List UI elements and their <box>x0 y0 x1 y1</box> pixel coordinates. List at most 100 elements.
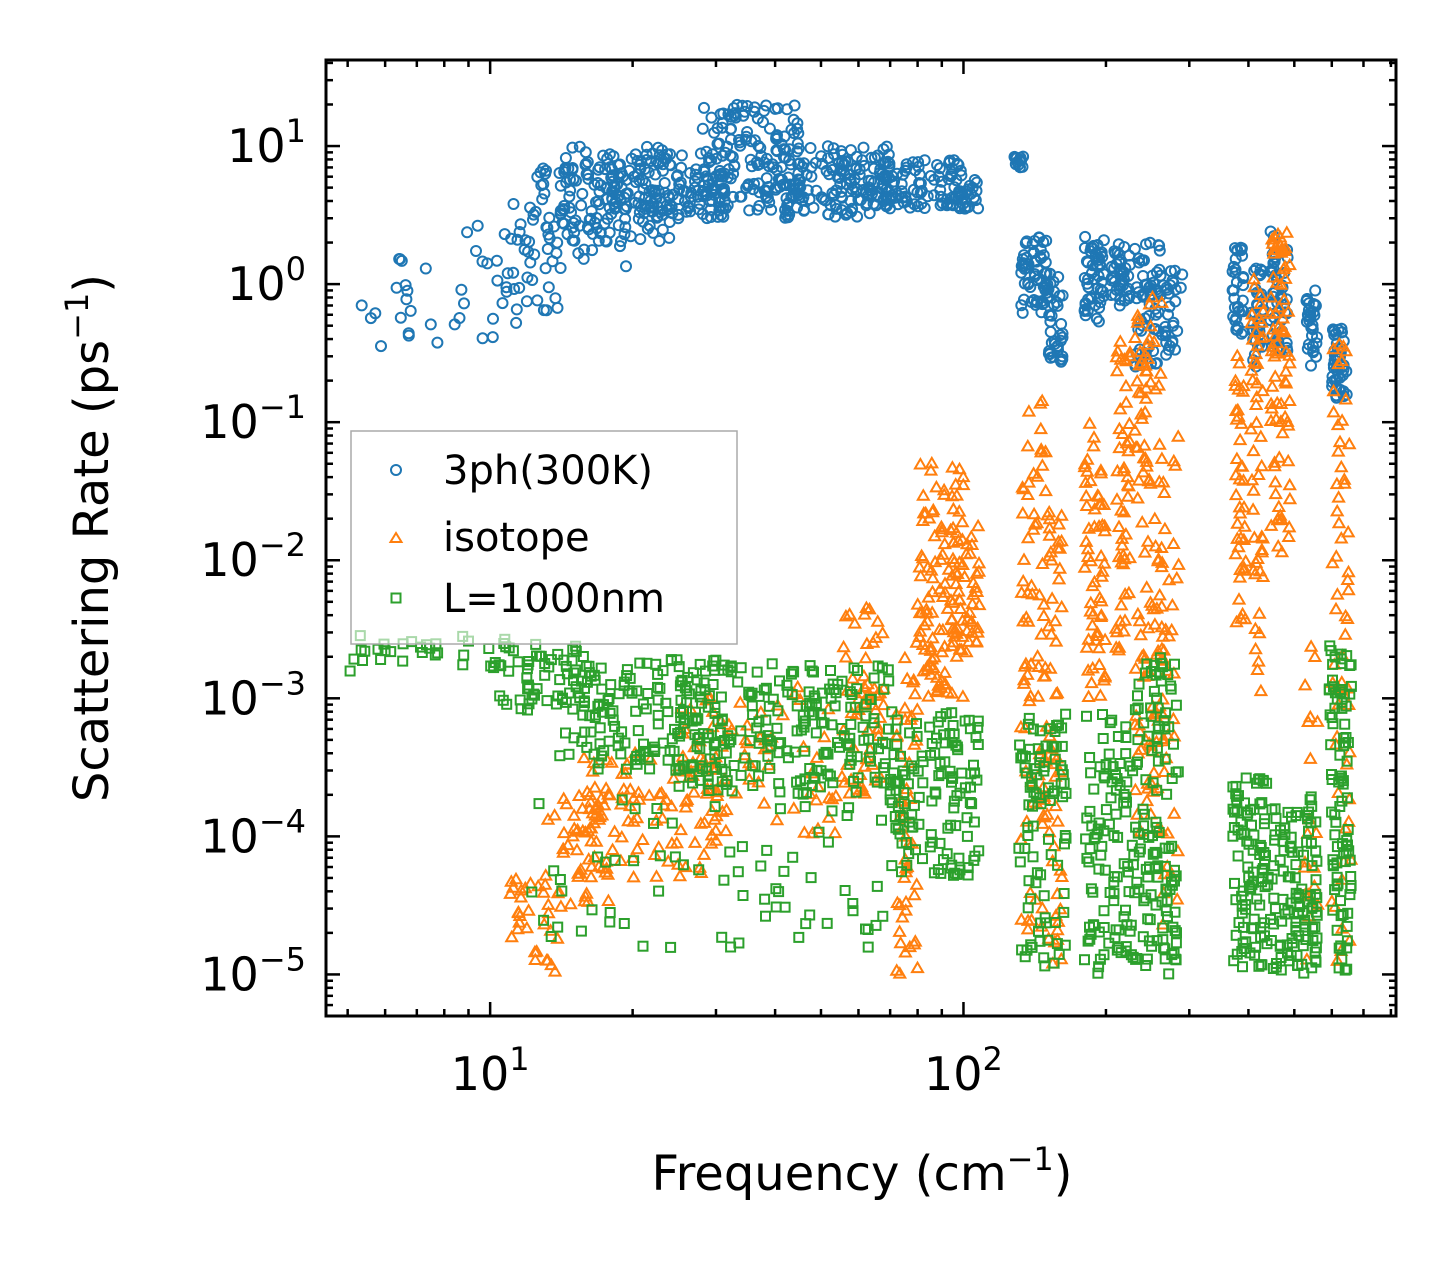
point-3ph <box>1044 325 1057 338</box>
point-l1000 <box>1243 881 1255 893</box>
point-isotope <box>655 811 670 824</box>
point-isotope <box>1138 381 1154 394</box>
point-l1000 <box>946 707 958 719</box>
point-3ph <box>728 159 741 172</box>
point-isotope <box>1024 578 1039 591</box>
point-l1000 <box>1232 850 1244 862</box>
point-isotope <box>1254 542 1270 555</box>
point-l1000 <box>787 665 799 677</box>
point-l1000 <box>616 726 628 738</box>
point-l1000 <box>677 760 689 772</box>
point-3ph <box>1310 350 1323 363</box>
point-l1000 <box>1141 658 1153 670</box>
point-isotope <box>1054 599 1069 613</box>
point-3ph <box>565 206 577 219</box>
point-3ph <box>523 235 536 248</box>
point-l1000 <box>1140 863 1152 875</box>
point-3ph <box>1153 263 1166 276</box>
point-l1000 <box>810 727 822 739</box>
point-isotope <box>1161 628 1177 642</box>
point-l1000 <box>1240 936 1252 948</box>
point-l1000 <box>1236 890 1248 902</box>
point-isotope <box>1170 429 1186 442</box>
point-l1000 <box>1172 766 1184 778</box>
point-3ph <box>1022 276 1035 289</box>
point-3ph <box>781 199 794 211</box>
point-3ph <box>491 274 504 287</box>
point-l1000 <box>968 816 980 828</box>
point-isotope <box>945 551 961 564</box>
point-l1000 <box>735 662 747 674</box>
point-3ph <box>395 254 408 267</box>
point-isotope <box>1280 453 1296 467</box>
point-3ph <box>1171 324 1184 337</box>
point-isotope <box>889 707 904 720</box>
point-l1000 <box>1152 871 1164 883</box>
point-l1000 <box>512 656 524 668</box>
point-isotope <box>1236 532 1252 545</box>
point-3ph <box>500 281 513 294</box>
point-l1000 <box>753 690 765 702</box>
point-3ph <box>639 177 652 190</box>
point-isotope <box>949 620 965 634</box>
point-l1000 <box>638 738 649 750</box>
point-l1000 <box>719 735 730 746</box>
point-isotope <box>1025 586 1040 600</box>
point-3ph <box>476 255 489 268</box>
point-isotope <box>935 547 950 560</box>
point-3ph <box>696 208 709 220</box>
point-isotope <box>1147 511 1163 524</box>
point-3ph <box>619 221 632 234</box>
point-3ph <box>791 145 804 158</box>
point-isotope <box>1273 508 1288 521</box>
point-isotope <box>587 780 603 793</box>
point-isotope <box>910 702 925 715</box>
point-l1000 <box>1153 827 1165 838</box>
point-3ph <box>815 191 828 204</box>
point-3ph <box>970 184 983 197</box>
point-3ph <box>510 303 523 316</box>
y-axis-title: Scattering Rate (ps−1) <box>58 274 120 802</box>
point-3ph <box>501 267 514 280</box>
point-l1000 <box>1125 919 1137 931</box>
point-3ph <box>1163 340 1176 353</box>
point-l1000 <box>634 749 646 761</box>
point-isotope <box>733 695 748 708</box>
point-isotope <box>601 893 616 906</box>
point-l1000 <box>1151 847 1163 859</box>
point-l1000 <box>1251 893 1263 905</box>
point-isotope <box>1153 366 1168 379</box>
point-l1000 <box>629 803 641 815</box>
point-3ph <box>932 170 945 183</box>
point-isotope <box>1026 506 1042 520</box>
point-isotope <box>1247 530 1262 543</box>
point-isotope <box>1093 463 1109 476</box>
point-isotope <box>1268 486 1283 500</box>
point-l1000 <box>908 763 920 775</box>
point-isotope <box>946 501 961 515</box>
point-3ph <box>784 158 797 171</box>
point-3ph <box>1122 282 1135 295</box>
point-l1000 <box>357 655 368 666</box>
point-l1000 <box>560 696 572 708</box>
point-isotope <box>704 827 720 841</box>
point-3ph <box>1056 331 1069 344</box>
point-l1000 <box>1269 903 1281 915</box>
point-isotope <box>965 596 980 610</box>
point-l1000 <box>1034 935 1046 947</box>
point-l1000 <box>626 687 638 699</box>
point-l1000 <box>774 803 786 815</box>
point-l1000 <box>763 700 775 712</box>
point-l1000 <box>736 841 748 853</box>
point-isotope <box>652 786 667 800</box>
point-l1000 <box>560 660 572 672</box>
point-3ph <box>727 102 740 115</box>
point-3ph <box>424 318 437 331</box>
point-3ph <box>785 123 798 136</box>
point-isotope <box>1255 383 1270 397</box>
point-l1000 <box>1329 809 1341 821</box>
point-l1000 <box>761 844 773 856</box>
point-3ph <box>1153 239 1166 252</box>
point-isotope <box>541 897 556 910</box>
point-3ph <box>661 148 674 161</box>
